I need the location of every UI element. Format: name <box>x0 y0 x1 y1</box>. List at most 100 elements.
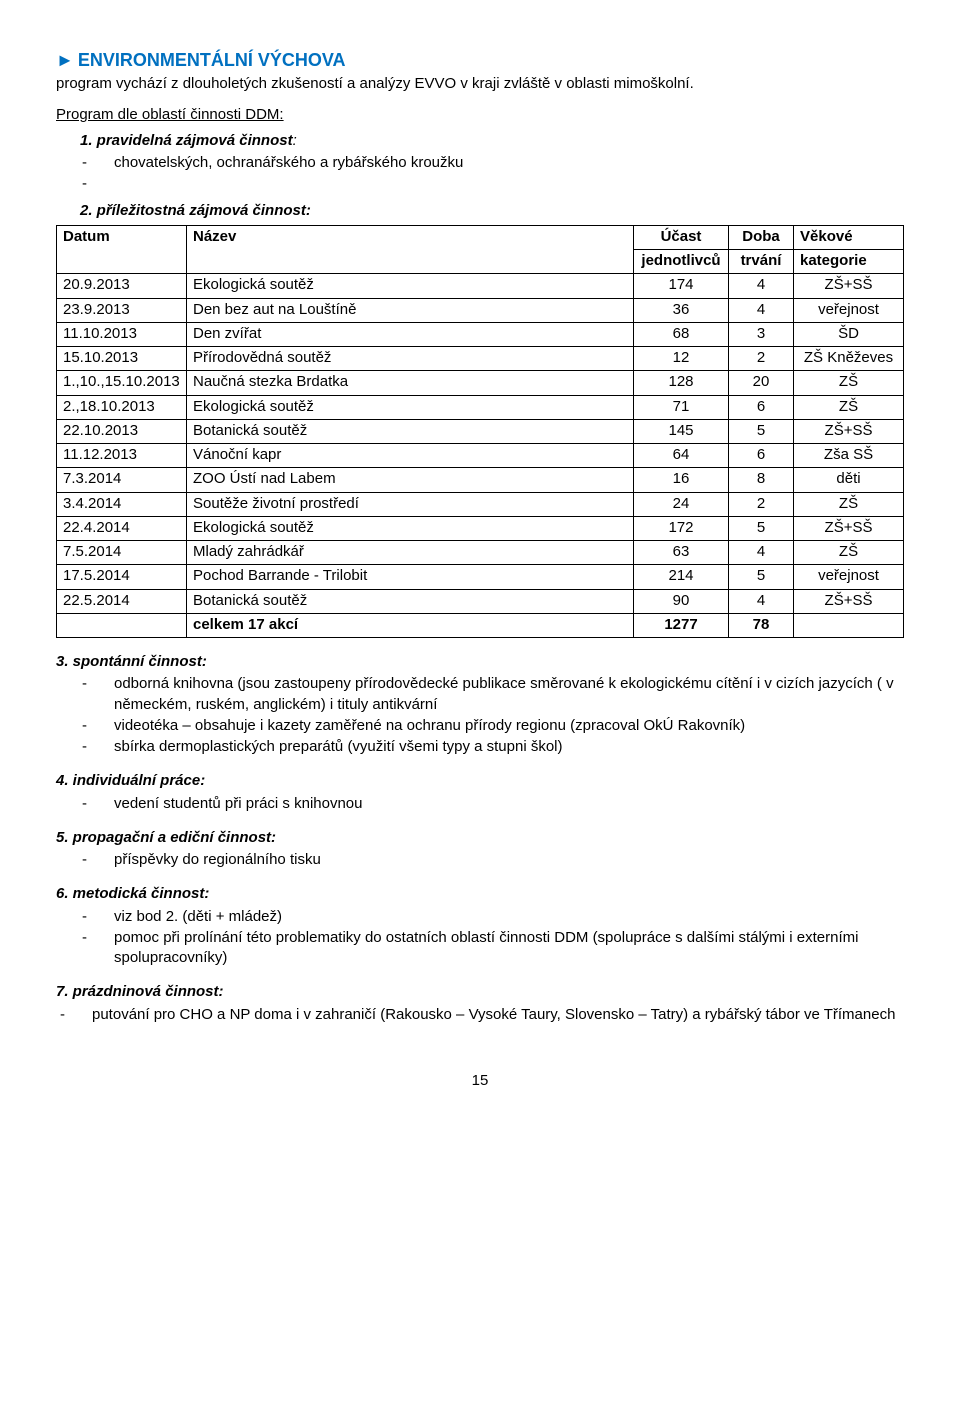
item-7-label: 7. prázdninová činnost: <box>56 983 224 1000</box>
table-row: 22.4.2014Ekologická soutěž1725ZŠ+SŠ <box>57 516 904 540</box>
cell-category: ZŠ Kněževes <box>794 347 904 371</box>
cell-duration: 4 <box>729 298 794 322</box>
cell-sum-label: celkem 17 akcí <box>187 613 634 637</box>
cell-name: Naučná stezka Brdatka <box>187 371 634 395</box>
cell-duration: 8 <box>729 468 794 492</box>
cell-name: Pochod Barrande - Trilobit <box>187 565 634 589</box>
cell-empty <box>794 613 904 637</box>
program-subhead: Program dle oblastí činnosti DDM: <box>56 105 904 125</box>
cell-date: 22.4.2014 <box>57 516 187 540</box>
item-7: 7. prázdninová činnost: <box>56 982 904 1002</box>
cell-duration: 20 <box>729 371 794 395</box>
table-row: 11.12.2013Vánoční kapr646Zša SŠ <box>57 444 904 468</box>
cell-sum-duration: 78 <box>729 613 794 637</box>
table-row: 2.,18.10.2013Ekologická soutěž716ZŠ <box>57 395 904 419</box>
table-row: 11.10.2013Den zvířat683ŠD <box>57 322 904 346</box>
cell-duration: 4 <box>729 274 794 298</box>
table-sum-row: celkem 17 akcí127778 <box>57 613 904 637</box>
col-doba: Doba <box>729 225 794 249</box>
cell-count: 174 <box>634 274 729 298</box>
item-3: 3. spontánní činnost: <box>56 652 904 672</box>
table-row: 22.10.2013Botanická soutěž1455ZŠ+SŠ <box>57 419 904 443</box>
cell-count: 16 <box>634 468 729 492</box>
cell-name: Ekologická soutěž <box>187 395 634 419</box>
cell-duration: 2 <box>729 492 794 516</box>
table-row: 22.5.2014Botanická soutěž904ZŠ+SŠ <box>57 589 904 613</box>
cell-name: Ekologická soutěž <box>187 274 634 298</box>
item-2: 2. příležitostná zájmová činnost: <box>56 201 904 221</box>
cell-category: ZŠ+SŠ <box>794 516 904 540</box>
cell-date: 15.10.2013 <box>57 347 187 371</box>
cell-count: 63 <box>634 541 729 565</box>
cell-count: 12 <box>634 347 729 371</box>
col-ucast: Účast <box>634 225 729 249</box>
cell-name: ZOO Ústí nad Labem <box>187 468 634 492</box>
cell-category: ZŠ <box>794 395 904 419</box>
cell-date: 2.,18.10.2013 <box>57 395 187 419</box>
cell-date: 3.4.2014 <box>57 492 187 516</box>
cell-name: Den zvířat <box>187 322 634 346</box>
table-row: 15.10.2013Přírodovědná soutěž122ZŠ Kněže… <box>57 347 904 371</box>
cell-date: 1.,10.,15.10.2013 <box>57 371 187 395</box>
item-5: 5. propagační a ediční činnost: <box>56 828 904 848</box>
cell-duration: 3 <box>729 322 794 346</box>
cell-category: Zša SŠ <box>794 444 904 468</box>
list-item: putování pro CHO a NP doma i v zahraničí… <box>76 1005 904 1025</box>
cell-name: Přírodovědná soutěž <box>187 347 634 371</box>
item-4-label: 4. individuální práce: <box>56 772 205 789</box>
item-3-label: 3. spontánní činnost: <box>56 653 207 670</box>
col-ucast-2: jednotlivců <box>634 250 729 274</box>
item-4-list: vedení studentů při práci s knihovnou <box>56 794 904 814</box>
cell-count: 145 <box>634 419 729 443</box>
col-vekove-2: kategorie <box>794 250 904 274</box>
cell-duration: 5 <box>729 419 794 443</box>
title-text: ENVIRONMENTÁLNÍ VÝCHOVA <box>78 50 346 70</box>
intro-text: program vychází z dlouholetých zkušenost… <box>56 74 904 94</box>
cell-sum-count: 1277 <box>634 613 729 637</box>
cell-category: ZŠ+SŠ <box>794 589 904 613</box>
cell-date: 7.3.2014 <box>57 468 187 492</box>
list-item: vedení studentů při práci s knihovnou <box>98 794 904 814</box>
item-6-list: viz bod 2. (děti + mládež) pomoc při pro… <box>56 907 904 969</box>
table-row: 20.9.2013Ekologická soutěž1744ZŠ+SŠ <box>57 274 904 298</box>
cell-empty <box>57 613 187 637</box>
col-datum: Datum <box>57 225 187 274</box>
cell-name: Ekologická soutěž <box>187 516 634 540</box>
cell-duration: 6 <box>729 444 794 468</box>
list-item: odborná knihovna (jsou zastoupeny přírod… <box>98 674 904 715</box>
cell-count: 36 <box>634 298 729 322</box>
cell-duration: 5 <box>729 516 794 540</box>
item-5-label: 5. propagační a ediční činnost: <box>56 829 276 846</box>
list-item-empty <box>98 174 904 194</box>
cell-category: ZŠ+SŠ <box>794 419 904 443</box>
cell-duration: 6 <box>729 395 794 419</box>
cell-date: 11.12.2013 <box>57 444 187 468</box>
cell-date: 22.10.2013 <box>57 419 187 443</box>
cell-category: děti <box>794 468 904 492</box>
table-row: 1.,10.,15.10.2013Naučná stezka Brdatka12… <box>57 371 904 395</box>
cell-category: ZŠ <box>794 541 904 565</box>
item-1: 1. pravidelná zájmová činnost: <box>56 131 904 151</box>
cell-category: ŠD <box>794 322 904 346</box>
table-row: 7.5.2014Mladý zahrádkář634ZŠ <box>57 541 904 565</box>
cell-count: 172 <box>634 516 729 540</box>
cell-date: 22.5.2014 <box>57 589 187 613</box>
item-1-colon: : <box>293 132 297 149</box>
cell-count: 64 <box>634 444 729 468</box>
col-doba-2: trvání <box>729 250 794 274</box>
list-item: viz bod 2. (děti + mládež) <box>98 907 904 927</box>
item-4: 4. individuální práce: <box>56 771 904 791</box>
cell-count: 90 <box>634 589 729 613</box>
cell-count: 68 <box>634 322 729 346</box>
item-1-list: chovatelských, ochranářského a rybářskéh… <box>56 153 904 195</box>
cell-name: Soutěže životní prostředí <box>187 492 634 516</box>
cell-name: Den bez aut na Louštíně <box>187 298 634 322</box>
cell-duration: 2 <box>729 347 794 371</box>
cell-count: 24 <box>634 492 729 516</box>
cell-name: Botanická soutěž <box>187 589 634 613</box>
table-row: 7.3.2014ZOO Ústí nad Labem168děti <box>57 468 904 492</box>
list-item: příspěvky do regionálního tisku <box>98 850 904 870</box>
cell-category: veřejnost <box>794 298 904 322</box>
cell-date: 23.9.2013 <box>57 298 187 322</box>
cell-count: 71 <box>634 395 729 419</box>
